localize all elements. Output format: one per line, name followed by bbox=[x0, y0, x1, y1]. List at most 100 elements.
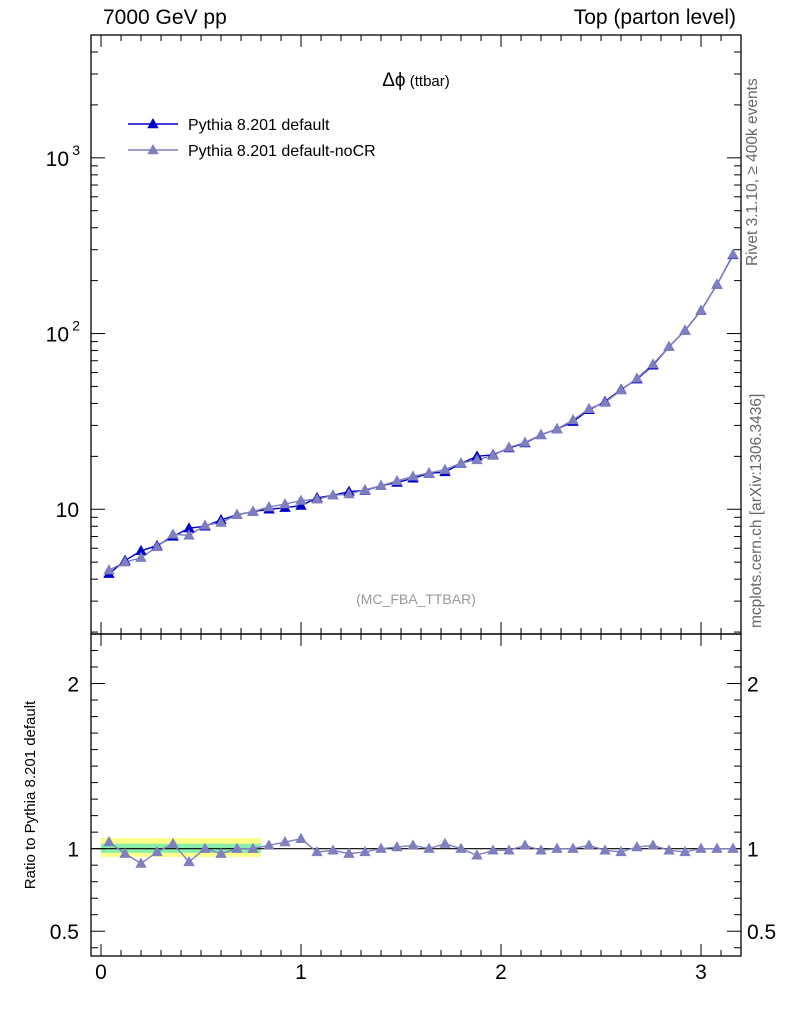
legend-label: Pythia 8.201 default bbox=[188, 117, 330, 134]
ratio-line-nocr bbox=[108, 838, 733, 865]
ratio-marker-nocr bbox=[183, 855, 195, 867]
ratio-marker-nocr bbox=[375, 842, 387, 853]
marker-nocr bbox=[631, 372, 643, 383]
marker-nocr bbox=[279, 498, 291, 509]
marker-nocr bbox=[455, 457, 467, 468]
marker-nocr bbox=[647, 358, 659, 369]
ratio-marker-nocr bbox=[119, 847, 131, 858]
x-tick-label: 1 bbox=[295, 961, 307, 984]
ratio-marker-nocr bbox=[199, 842, 211, 853]
ratio-marker-nocr bbox=[295, 832, 307, 843]
header-process-label: 7000 GeV pp bbox=[103, 6, 227, 29]
marker-nocr bbox=[215, 516, 227, 527]
ratio-marker-nocr bbox=[247, 842, 259, 853]
marker-nocr bbox=[471, 453, 483, 465]
marker-nocr bbox=[359, 483, 371, 495]
ratio-marker-nocr bbox=[327, 844, 339, 855]
series-markers bbox=[103, 248, 739, 868]
analysis-watermark: (MC_FBA_TTBAR) bbox=[356, 591, 476, 607]
marker-default bbox=[183, 522, 195, 533]
plot-frames bbox=[90, 34, 742, 957]
ratio-tick-label-left: 2 bbox=[67, 674, 79, 697]
marker-nocr bbox=[439, 463, 451, 474]
ratio-marker-nocr bbox=[503, 844, 515, 855]
marker-nocr bbox=[599, 396, 611, 407]
marker-nocr bbox=[167, 528, 179, 539]
y-tick-label: 10 bbox=[56, 499, 79, 522]
series-lines bbox=[91, 254, 741, 865]
series-line-nocr bbox=[108, 254, 734, 571]
ratio-marker-nocr bbox=[487, 844, 499, 855]
marker-nocr bbox=[199, 519, 211, 530]
marker-nocr bbox=[295, 494, 307, 505]
marker-nocr bbox=[615, 384, 627, 395]
ratio-marker-nocr bbox=[711, 842, 723, 853]
ratio-marker-nocr bbox=[455, 842, 467, 853]
ratio-marker-nocr bbox=[535, 844, 547, 855]
ratio-tick-label-left: 1 bbox=[67, 839, 79, 862]
ratio-tick-label-right: 0.5 bbox=[747, 921, 776, 944]
marker-nocr bbox=[663, 340, 675, 352]
ratio-marker-nocr bbox=[279, 836, 291, 847]
ratio-marker-nocr bbox=[695, 842, 707, 853]
marker-nocr bbox=[551, 423, 563, 434]
ratio-marker-nocr bbox=[439, 837, 451, 848]
marker-nocr bbox=[423, 466, 435, 478]
ratio-marker-nocr bbox=[583, 839, 595, 850]
marker-nocr bbox=[327, 489, 339, 500]
x-tick-label: 0 bbox=[95, 961, 107, 984]
ratio-marker-nocr bbox=[647, 839, 659, 850]
legend: Pythia 8.201 default Pythia 8.201 default… bbox=[128, 117, 376, 160]
marker-nocr bbox=[503, 441, 515, 452]
marker-nocr bbox=[183, 529, 195, 540]
marker-nocr bbox=[711, 278, 723, 289]
ratio-ylabel: Ratio to Pythia 8.201 default bbox=[22, 700, 39, 889]
ratio-marker-nocr bbox=[231, 842, 243, 853]
chart-title-suffix: (ttbar) bbox=[406, 73, 450, 90]
ratio-marker-nocr bbox=[727, 842, 739, 853]
y-tick-label: 10 bbox=[46, 148, 69, 171]
marker-nocr bbox=[343, 488, 355, 499]
marker-nocr bbox=[119, 556, 131, 567]
marker-nocr bbox=[391, 474, 403, 486]
ratio-marker-nocr bbox=[615, 845, 627, 857]
ratio-marker-nocr bbox=[135, 857, 147, 868]
marker-nocr bbox=[519, 436, 531, 447]
marker-nocr bbox=[567, 414, 579, 425]
marker-nocr bbox=[727, 248, 739, 259]
ratio-frame bbox=[90, 633, 742, 957]
marker-nocr bbox=[135, 551, 147, 562]
chart-title: Δϕ (ttbar) bbox=[382, 70, 450, 91]
ratio-marker-nocr bbox=[311, 845, 323, 857]
ratio-marker-nocr bbox=[679, 845, 691, 857]
marker-nocr bbox=[263, 500, 275, 512]
ratio-marker-nocr bbox=[567, 842, 579, 853]
ratio-marker-nocr bbox=[551, 842, 563, 853]
y-tick-label: 10 bbox=[46, 324, 69, 347]
legend-marker bbox=[147, 118, 159, 129]
ratio-marker-nocr bbox=[359, 845, 371, 857]
y-tick-exponent: 2 bbox=[72, 318, 80, 334]
legend-label: Pythia 8.201 default-noCR bbox=[188, 143, 376, 160]
marker-nocr bbox=[535, 428, 547, 440]
ratio-marker-nocr bbox=[263, 839, 275, 850]
ratio-tick-label-right: 2 bbox=[747, 674, 759, 697]
marker-default bbox=[135, 544, 147, 556]
marker-nocr bbox=[231, 508, 243, 519]
marker-nocr bbox=[151, 540, 163, 552]
y-tick-exponent: 3 bbox=[72, 142, 80, 158]
marker-nocr bbox=[583, 402, 595, 413]
marker-nocr bbox=[407, 470, 419, 481]
marker-nocr bbox=[247, 505, 259, 516]
marker-nocr bbox=[375, 479, 387, 490]
ratio-marker-nocr bbox=[663, 844, 675, 855]
ratio-marker-nocr bbox=[471, 849, 483, 860]
legend-marker bbox=[147, 144, 159, 155]
x-tick-label: 3 bbox=[695, 961, 707, 984]
ratio-marker-nocr bbox=[343, 847, 355, 858]
header-observable-label: Top (parton level) bbox=[573, 6, 736, 29]
ratio-marker-nocr bbox=[423, 842, 435, 853]
ratio-marker-nocr bbox=[215, 847, 227, 858]
